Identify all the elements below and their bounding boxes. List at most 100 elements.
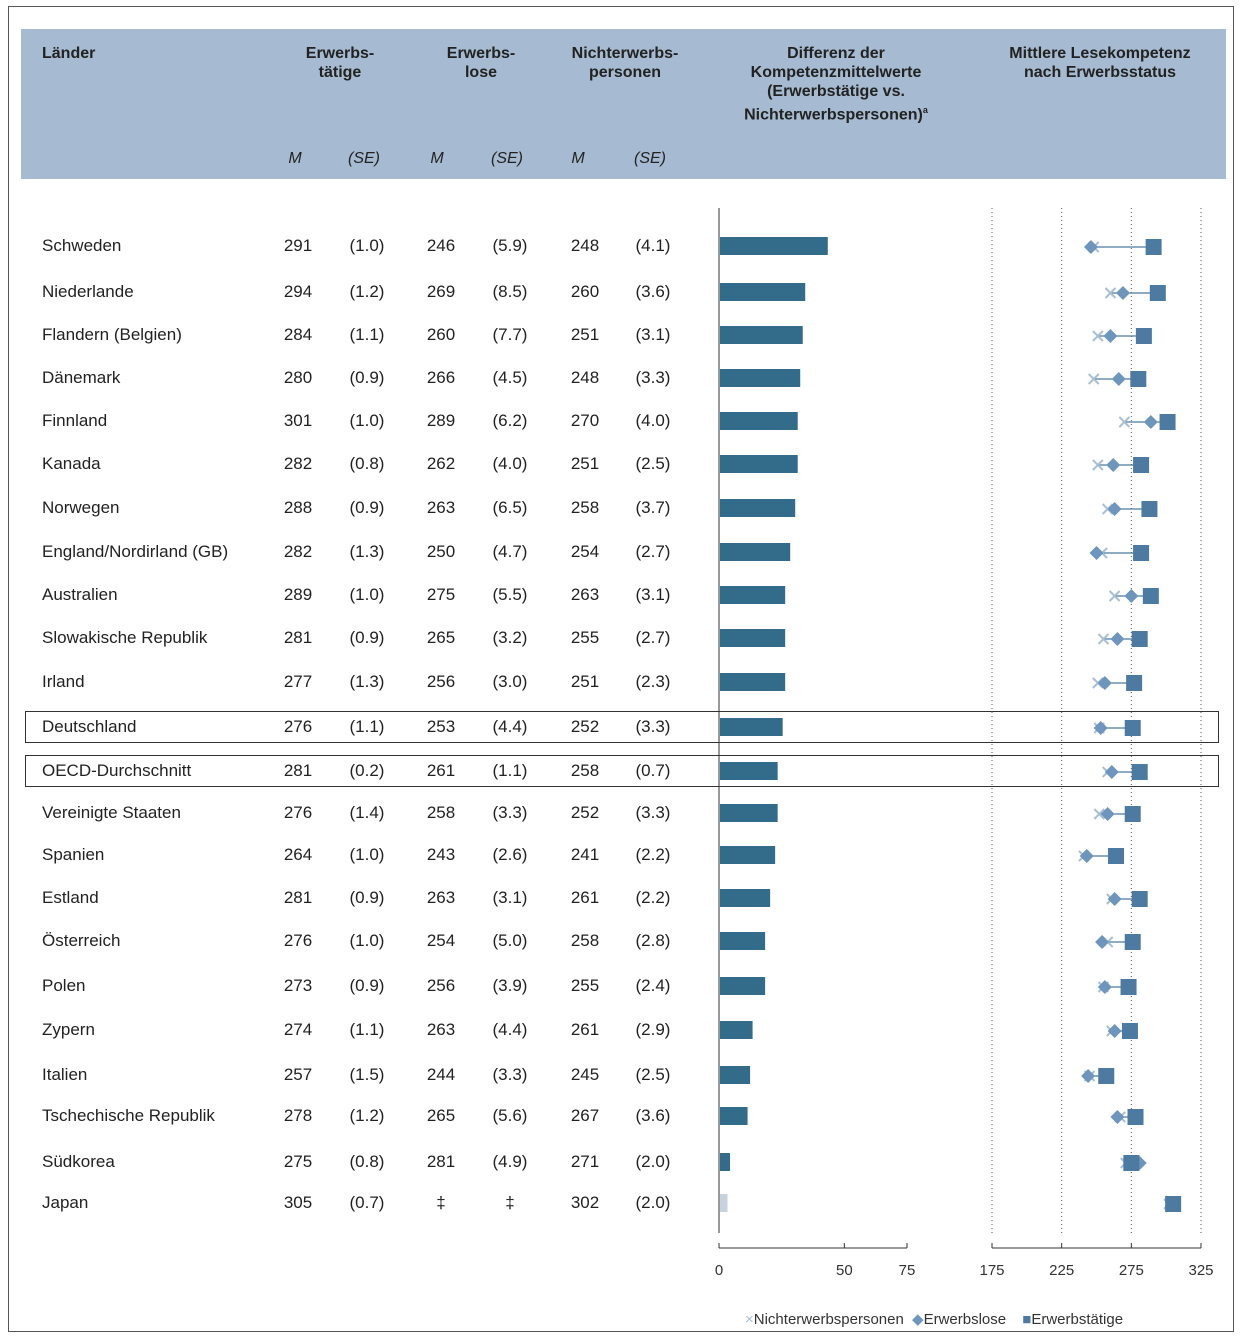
highlight-box xyxy=(25,711,1219,743)
marker-erwerbslose xyxy=(1089,546,1104,560)
cell-inact-m: 255 xyxy=(570,976,600,995)
header-laender-text: Länder xyxy=(42,45,96,62)
marker-erwerbstaetige xyxy=(1124,934,1141,950)
cell-unemp-se: (4.0) xyxy=(492,454,528,473)
cell-unemp-m: 269 xyxy=(426,282,456,301)
cell-unemp-m: 256 xyxy=(426,672,456,691)
country-label: Australien xyxy=(42,585,118,604)
cell-emp-se: (0.2) xyxy=(349,761,385,780)
score-axis-tick-label: 225 xyxy=(1049,1262,1074,1279)
cell-emp-m: 276 xyxy=(283,717,313,736)
diff-bar xyxy=(720,412,798,430)
country-label: Irland xyxy=(42,672,85,691)
diff-bar xyxy=(720,889,771,907)
cell-emp-m: 276 xyxy=(283,803,313,822)
diff-bar xyxy=(720,237,828,255)
cell-emp-se: (1.1) xyxy=(349,717,385,736)
cell-emp-se: (1.3) xyxy=(349,542,385,561)
cell-unemp-m: ‡ xyxy=(436,1193,446,1212)
cell-unemp-m: 254 xyxy=(426,931,456,950)
country-label: Dänemark xyxy=(42,368,121,387)
header-differenz-line1: Differenz der xyxy=(787,45,885,62)
marker-erwerbslose xyxy=(1110,1110,1125,1124)
diff-bar xyxy=(720,932,766,950)
cell-inact-m: 251 xyxy=(570,325,600,344)
cell-unemp-m: 243 xyxy=(426,845,456,864)
score-axis-tick-label: 325 xyxy=(1188,1262,1213,1279)
country-label: Kanada xyxy=(42,454,101,473)
cell-unemp-m: 262 xyxy=(426,454,456,473)
header-differenz-line4: Nichterwerbspersonen)a xyxy=(716,101,956,124)
country-label: Italien xyxy=(42,1065,88,1084)
cell-emp-m: 282 xyxy=(283,542,313,561)
marker-nichterwerbspersonen xyxy=(1092,459,1104,471)
header-se-emp: (SE) xyxy=(348,150,380,167)
marker-erwerbslose xyxy=(1107,502,1122,516)
cell-inact-se: (2.4) xyxy=(635,976,671,995)
cell-unemp-m: 263 xyxy=(426,1020,456,1039)
header-m-unemp: M xyxy=(430,150,444,167)
marker-nichterwerbspersonen xyxy=(1108,590,1121,602)
cell-inact-m: 261 xyxy=(570,888,600,907)
marker-erwerbslose xyxy=(1106,458,1121,472)
cell-unemp-m: 263 xyxy=(426,888,456,907)
marker-nichterwerbspersonen xyxy=(1093,808,1105,820)
cell-unemp-m: 265 xyxy=(426,1106,456,1125)
marker-erwerbslose xyxy=(1104,765,1119,779)
country-label: Estland xyxy=(42,888,99,907)
cell-emp-m: 257 xyxy=(283,1065,313,1084)
marker-erwerbstaetige xyxy=(1108,848,1125,864)
diff-bar xyxy=(720,499,796,517)
country-label: Spanien xyxy=(42,845,105,864)
cell-unemp-se: (4.7) xyxy=(492,542,528,561)
marker-erwerbstaetige xyxy=(1135,328,1152,344)
table-header xyxy=(21,29,1226,179)
cell-emp-se: (0.9) xyxy=(349,976,385,995)
cell-emp-m: 305 xyxy=(283,1193,313,1212)
cell-inact-m: 267 xyxy=(570,1106,600,1125)
cell-inact-m: 258 xyxy=(570,931,600,950)
cell-unemp-m: 250 xyxy=(426,542,456,561)
marker-erwerbstaetige xyxy=(1131,764,1148,780)
cell-emp-m: 280 xyxy=(283,368,313,387)
cell-inact-se: (2.9) xyxy=(635,1020,671,1039)
marker-erwerbstaetige xyxy=(1120,979,1137,995)
marker-nichterwerbspersonen xyxy=(1104,287,1117,299)
marker-erwerbslose xyxy=(1107,1024,1122,1038)
cell-unemp-m: 258 xyxy=(426,803,456,822)
header-mittlere-line2: nach Erwerbsstatus xyxy=(1023,64,1177,81)
cell-emp-se: (1.1) xyxy=(349,325,385,344)
cell-inact-m: 263 xyxy=(570,585,600,604)
diff-axis-tick-label: 0 xyxy=(715,1262,723,1279)
cell-unemp-se: (4.4) xyxy=(492,717,528,736)
cell-inact-se: (4.0) xyxy=(635,411,671,430)
diff-bar xyxy=(720,1021,753,1039)
cell-inact-se: (2.2) xyxy=(635,845,671,864)
diff-bar xyxy=(720,1066,751,1084)
diff-bar xyxy=(720,846,776,864)
cell-unemp-se: (3.3) xyxy=(492,803,528,822)
cell-emp-se: (1.1) xyxy=(349,1020,385,1039)
country-label: Vereinigte Staaten xyxy=(42,803,181,822)
cell-inact-se: (2.7) xyxy=(635,628,671,647)
cell-unemp-m: 266 xyxy=(426,368,456,387)
cell-inact-m: 241 xyxy=(570,845,600,864)
figure-frame xyxy=(8,6,1234,1332)
cell-inact-m: 252 xyxy=(570,803,600,822)
header-nichterwerbspersonen-line2: personen xyxy=(588,64,661,81)
country-label: Schweden xyxy=(42,236,122,255)
header-differenz-line4-text: Nichterwerbspersonen) xyxy=(744,106,923,124)
country-label: England/Nordirland (GB) xyxy=(42,542,229,561)
cell-inact-se: (2.2) xyxy=(635,888,671,907)
cell-emp-m: 281 xyxy=(283,888,313,907)
cell-emp-se: (0.9) xyxy=(349,628,385,647)
marker-erwerbslose xyxy=(1100,807,1115,821)
country-label: Polen xyxy=(42,976,86,995)
cell-inact-se: (2.5) xyxy=(635,1065,671,1084)
country-label: Flandern (Belgien) xyxy=(42,325,182,344)
cell-emp-se: (0.9) xyxy=(349,888,385,907)
marker-erwerbslose xyxy=(1093,721,1108,735)
cell-inact-se: (2.3) xyxy=(635,672,671,691)
marker-erwerbstaetige xyxy=(1123,1155,1140,1171)
marker-erwerbstaetige xyxy=(1121,1023,1138,1039)
